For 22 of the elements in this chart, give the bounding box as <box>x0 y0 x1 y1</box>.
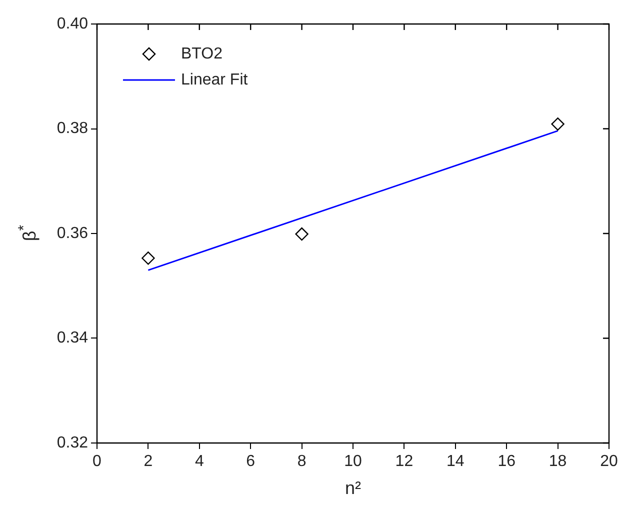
x-tick-label: 2 <box>144 453 153 470</box>
x-tick-label: 12 <box>395 453 414 470</box>
y-tick-label: 0.34 <box>56 330 88 347</box>
x-tick-label: 10 <box>344 453 362 470</box>
legend-label: BTO2 <box>181 45 223 62</box>
y-tick-label: 0.40 <box>56 15 88 32</box>
point <box>142 252 155 265</box>
point <box>551 117 564 131</box>
x-tick-label: 18 <box>548 453 567 470</box>
x-axis-title: n² <box>344 478 362 499</box>
x-tick-label: 16 <box>498 453 516 470</box>
x-tick-label: 4 <box>194 453 204 470</box>
x-tick-label: 0 <box>92 453 102 470</box>
x-tick-label: 8 <box>297 453 306 470</box>
point <box>295 227 308 241</box>
x-tick-label: 14 <box>446 453 464 470</box>
x-tick-label: 6 <box>246 453 256 470</box>
y-tick-label: 0.36 <box>56 224 88 242</box>
x-tick-label: 20 <box>600 453 618 470</box>
y-tick-label: 0.32 <box>56 434 88 452</box>
legend-label: Linear Fit <box>181 71 248 88</box>
y-tick-label: 0.38 <box>56 120 88 138</box>
